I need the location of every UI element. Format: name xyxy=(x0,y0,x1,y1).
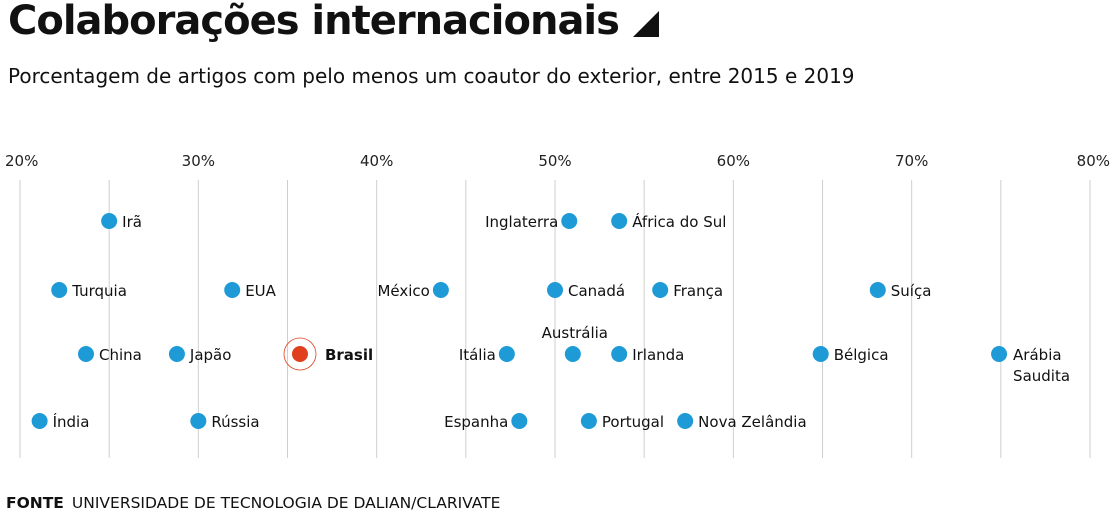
point-label: Turquia xyxy=(71,282,127,300)
data-point: Irlanda xyxy=(611,346,684,364)
x-tick-label: 60% xyxy=(717,152,750,170)
data-point: México xyxy=(377,282,449,300)
point-label: Japão xyxy=(189,346,232,364)
data-point: Itália xyxy=(459,346,515,364)
data-point: Suíça xyxy=(869,282,932,300)
point-marker xyxy=(991,346,1008,362)
source-note: FONTE UNIVERSIDADE DE TECNOLOGIA DE DALIA… xyxy=(6,494,500,512)
data-point: China xyxy=(77,346,142,364)
point-marker xyxy=(511,413,528,429)
source-label: FONTE xyxy=(6,494,64,512)
data-point: Nova Zelândia xyxy=(677,413,807,431)
chart-title-text: Colaborações internacionais xyxy=(8,0,620,44)
data-point: Portugal xyxy=(580,413,664,431)
data-point: EUA xyxy=(224,282,277,300)
point-marker xyxy=(611,346,628,362)
point-label: EUA xyxy=(245,282,276,300)
data-point: Espanha xyxy=(444,413,528,431)
data-point: Inglaterra xyxy=(485,213,578,231)
point-marker xyxy=(611,213,628,229)
point-label: Portugal xyxy=(602,413,664,431)
point-label: Irã xyxy=(122,213,142,231)
data-point: Índia xyxy=(31,412,90,431)
point-label: México xyxy=(377,282,429,300)
point-label: Nova Zelândia xyxy=(698,413,807,431)
point-label: Austrália xyxy=(542,324,608,342)
point-label: Itália xyxy=(459,346,496,364)
point-marker xyxy=(77,346,94,362)
x-tick-label: 70% xyxy=(895,152,928,170)
data-point: Austrália xyxy=(542,324,608,362)
point-marker xyxy=(812,346,829,362)
point-marker xyxy=(580,413,597,429)
x-tick-label: 20% xyxy=(5,152,38,170)
data-point: Bélgica xyxy=(812,346,889,364)
data-point: França xyxy=(652,282,723,300)
x-tick-label: 40% xyxy=(360,152,393,170)
data-point: Turquia xyxy=(51,282,127,300)
point-marker xyxy=(498,346,515,362)
data-point: Canadá xyxy=(547,282,625,300)
data-point: Japão xyxy=(168,346,232,364)
data-point: Arábia Saudita xyxy=(991,346,1070,385)
point-label: Brasil xyxy=(325,346,373,364)
point-marker xyxy=(291,346,308,362)
point-label: Suíça xyxy=(891,282,932,300)
point-label: África do Sul xyxy=(632,212,726,231)
point-marker xyxy=(547,282,563,298)
point-marker xyxy=(869,282,886,298)
data-point: África do Sul xyxy=(611,212,726,231)
corner-arrow-icon xyxy=(632,11,659,37)
point-label: Inglaterra xyxy=(485,213,558,231)
point-marker xyxy=(652,282,669,298)
x-tick-label: 50% xyxy=(538,152,571,170)
point-marker xyxy=(224,282,241,298)
chart-subtitle: Porcentagem de artigos com pelo menos um… xyxy=(8,64,855,88)
point-label: Índia xyxy=(53,412,90,431)
highlight-ring xyxy=(283,337,317,371)
point-marker xyxy=(168,346,185,362)
source-text: UNIVERSIDADE DE TECNOLOGIA DE DALIAN/CLA… xyxy=(71,494,501,512)
point-label: Arábia Saudita xyxy=(1013,346,1070,385)
point-marker xyxy=(190,413,207,429)
x-tick-labels: 20% 30% 40% 50% 60% 70% 80% xyxy=(5,152,1110,170)
point-marker xyxy=(51,282,68,298)
point-marker xyxy=(564,346,581,362)
point-label: Irlanda xyxy=(632,346,684,364)
x-tick-label: 80% xyxy=(1077,152,1110,170)
scatter-chart: 20% 30% 40% 50% 60% 70% 80% Irã Inglaterra Áfric… xyxy=(5,152,1110,458)
point-label: França xyxy=(673,282,723,300)
point-label: Canadá xyxy=(568,282,625,300)
gridlines xyxy=(19,180,1091,458)
point-label: Espanha xyxy=(444,413,508,431)
data-point: Brasil xyxy=(283,337,373,371)
point-marker xyxy=(101,213,118,229)
point-marker xyxy=(677,413,694,429)
point-label: Rússia xyxy=(211,413,259,431)
point-marker xyxy=(31,413,48,429)
chart-title: Colaborações internacionais xyxy=(8,0,659,44)
point-label: China xyxy=(99,346,142,364)
point-marker xyxy=(432,282,449,298)
data-points: Irã Inglaterra África do Sul Turquia EUA Méxi… xyxy=(31,212,1070,431)
data-point: Rússia xyxy=(190,413,260,431)
x-tick-label: 30% xyxy=(182,152,215,170)
point-label: Bélgica xyxy=(834,346,889,364)
point-marker xyxy=(561,213,578,229)
data-point: Irã xyxy=(101,213,142,231)
